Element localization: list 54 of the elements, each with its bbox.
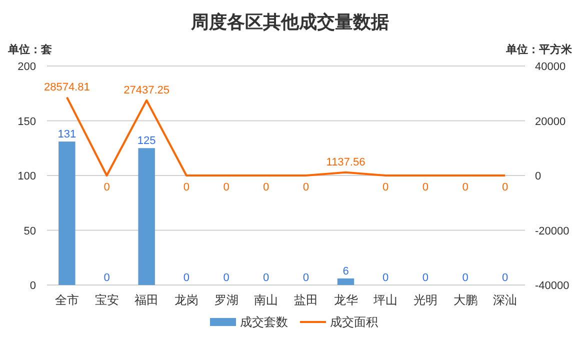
chart-title: 周度各区其他成交量数据: [190, 12, 389, 32]
data-label: 0: [462, 182, 468, 194]
y2-tick-label: 40000: [535, 61, 566, 73]
data-label: 0: [223, 182, 230, 194]
data-label: 6: [342, 265, 349, 278]
bar: [58, 142, 76, 285]
bar: [337, 278, 354, 285]
data-label: 0: [422, 182, 428, 194]
y-axis-title: 单位：套: [7, 43, 52, 56]
data-label: 0: [302, 182, 309, 194]
data-label: 0: [382, 182, 389, 194]
y-tick-label: 0: [30, 280, 36, 292]
y2-tick-label: 20000: [535, 116, 566, 128]
data-label: 0: [302, 272, 309, 284]
legend-label: 成交套数: [240, 315, 288, 329]
x-tick-label: 宝安: [94, 293, 119, 307]
y2-axis-title: 单位：平方米: [505, 43, 573, 56]
data-label: 28574.81: [44, 81, 90, 94]
data-label: 0: [502, 182, 508, 194]
data-label: 0: [462, 272, 468, 284]
y2-tick-label: -40000: [535, 280, 570, 292]
x-tick-label: 南山: [254, 293, 278, 307]
x-tick-label: 深汕: [493, 293, 518, 307]
data-label: 0: [104, 272, 110, 284]
y2-tick-label: -20000: [535, 225, 570, 238]
data-label: 0: [223, 272, 230, 284]
data-label: 131: [58, 128, 76, 141]
data-label: 27437.25: [124, 84, 170, 96]
x-tick-label: 龙岗: [174, 293, 198, 307]
y-tick-label: 150: [18, 116, 36, 128]
data-label: 0: [502, 272, 508, 284]
y-tick-label: 200: [18, 61, 36, 73]
y-tick-label: 100: [18, 170, 36, 182]
x-tick-label: 盐田: [294, 293, 318, 307]
x-tick-label: 福田: [134, 293, 159, 307]
data-label: 0: [263, 182, 270, 194]
x-tick-label: 龙华: [334, 293, 358, 307]
data-label: 0: [104, 182, 110, 194]
x-tick-label: 大鹏: [453, 293, 478, 307]
y-tick-label: 50: [24, 225, 36, 238]
x-tick-label: 罗湖: [214, 293, 238, 307]
x-tick-label: 全市: [54, 293, 79, 307]
legend-label: 成交面积: [330, 315, 378, 329]
data-label: 0: [263, 272, 270, 284]
x-tick-label: 光明: [413, 293, 438, 307]
y2-tick-label: 0: [535, 170, 542, 182]
data-label: 0: [382, 272, 389, 284]
data-label: 0: [183, 272, 190, 284]
data-label: 0: [183, 182, 190, 194]
bar: [138, 148, 155, 285]
data-label: 1137.56: [326, 156, 366, 168]
data-label: 125: [137, 135, 156, 148]
data-label: 0: [422, 272, 428, 284]
x-tick-label: 坪山: [372, 293, 398, 307]
